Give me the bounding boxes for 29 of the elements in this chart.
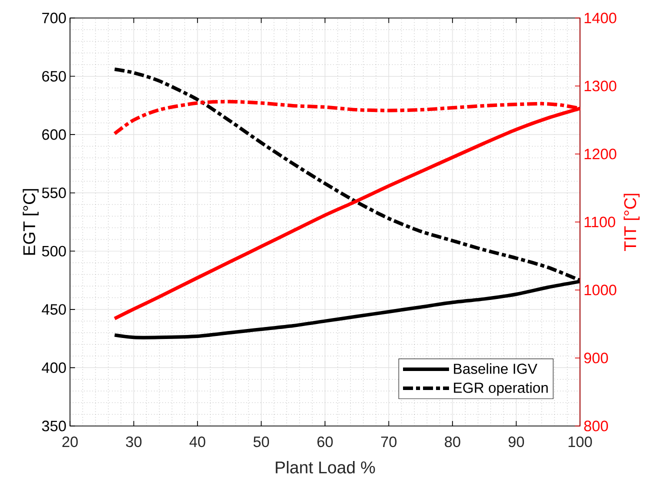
y-tick-label: 650 xyxy=(42,70,66,82)
y2-tick-label: 800 xyxy=(584,420,608,432)
x-tick-label: 70 xyxy=(381,436,396,448)
y-tick-label: 400 xyxy=(42,362,66,374)
x-tick-label: 50 xyxy=(254,436,269,448)
x-tick-label: 40 xyxy=(190,436,206,448)
x-tick-label: 30 xyxy=(126,436,142,448)
y2-tick-label: 1000 xyxy=(584,284,616,296)
x-tick-label: 100 xyxy=(568,436,592,448)
y-tick-label: 700 xyxy=(42,12,66,24)
legend-label: Baseline IGV xyxy=(454,363,538,374)
y-tick-label: 500 xyxy=(42,246,66,256)
x-tick-label: 90 xyxy=(508,436,524,448)
x-tick-label: 20 xyxy=(62,436,78,448)
y2-tick-label: 1300 xyxy=(584,80,616,92)
x-axis-title: Plant Load % xyxy=(276,460,375,474)
y2-tick-label: 1400 xyxy=(584,12,616,24)
y2-tick-label: 1200 xyxy=(584,148,616,160)
x-tick-label: 80 xyxy=(444,436,460,448)
y-axis-title: EGT [°C] xyxy=(22,189,39,255)
y2-tick-label: 900 xyxy=(584,352,608,364)
x-tick-label: 60 xyxy=(317,436,333,448)
legend-label: EGR operation xyxy=(454,382,548,396)
y2-axis-title: TIT [°C] xyxy=(624,194,640,251)
y-tick-label: 600 xyxy=(42,129,66,140)
y-tick-label: 450 xyxy=(42,304,66,315)
y2-tick-label: 1100 xyxy=(584,216,616,228)
y-tick-label: 350 xyxy=(42,420,66,432)
y-tick-label: 550 xyxy=(42,188,66,198)
